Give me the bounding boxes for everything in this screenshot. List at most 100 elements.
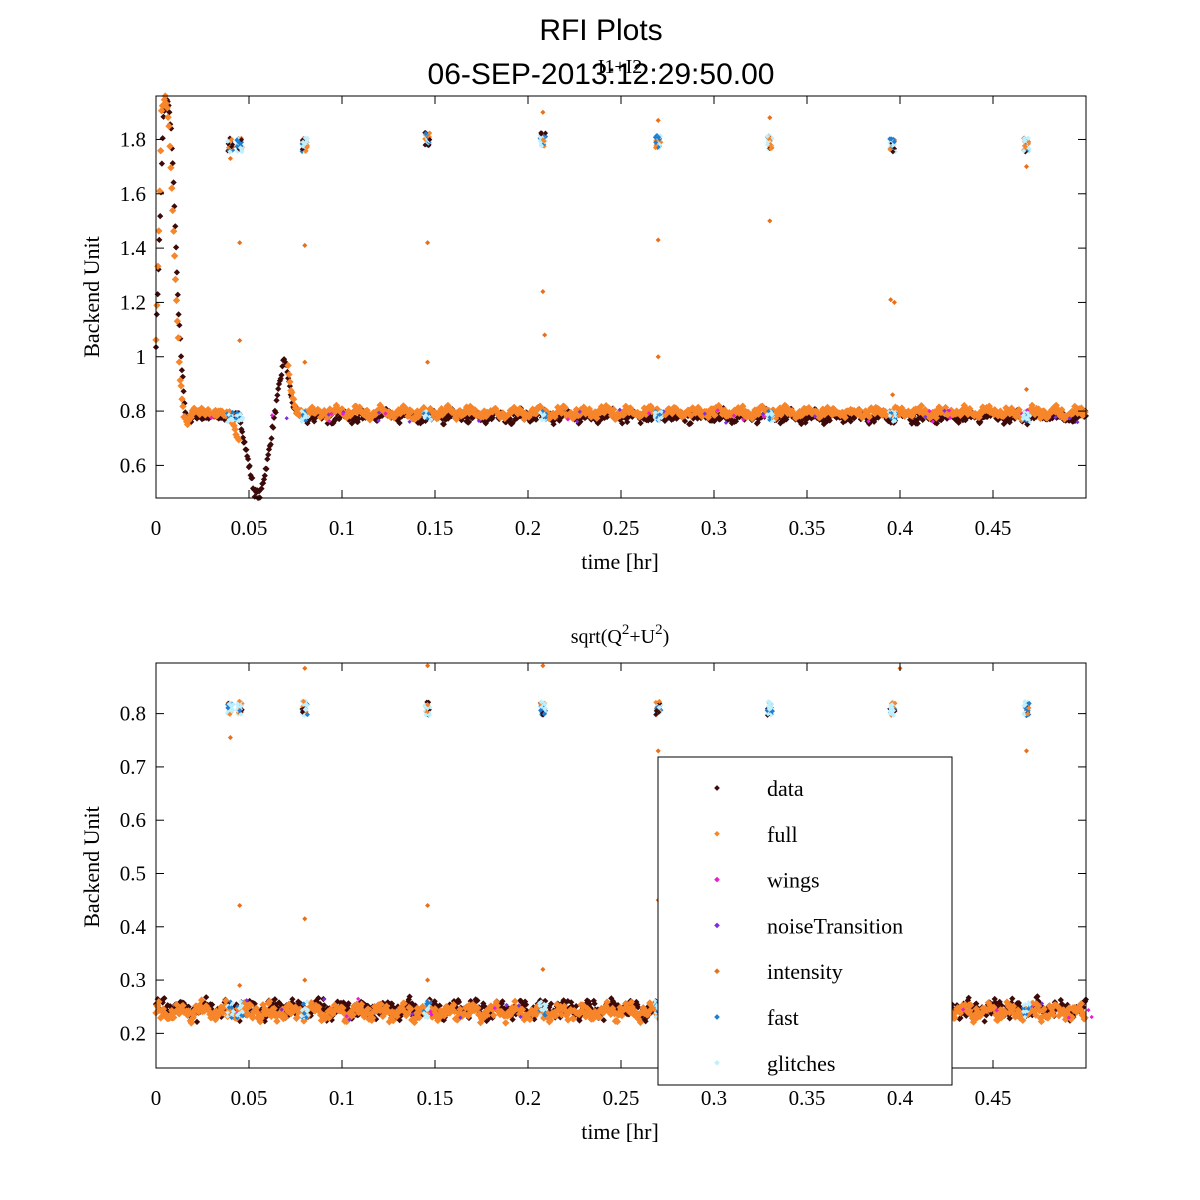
intensity-point [540, 289, 546, 295]
panel1-ytick-label: 1.8 [120, 127, 146, 151]
panel2-title-sup1: 2 [622, 622, 630, 638]
full-point [170, 227, 178, 235]
data-point [159, 135, 166, 142]
panel2-points [152, 663, 1094, 1028]
intensity-point [655, 354, 661, 360]
full-point [273, 1017, 281, 1025]
data-point [465, 418, 473, 425]
panel1-xtick-label: 0.15 [417, 516, 454, 540]
intensity-point [540, 109, 546, 115]
panel1-ytick-label: 0.8 [120, 399, 146, 423]
data-point [174, 291, 181, 298]
panel1-axes-box [155, 95, 1087, 499]
data-point [263, 465, 270, 473]
data-point [264, 455, 271, 463]
intensity-point [227, 155, 233, 162]
data-point [173, 269, 181, 276]
panel1-ytick-label: 1.6 [120, 182, 146, 206]
data-point [243, 446, 250, 453]
figure-subtitle: 06-SEP-2013:12:29:50.00 [428, 58, 775, 91]
panel1-xtick-label: 0.1 [329, 516, 355, 540]
wings-point [1089, 1014, 1094, 1020]
full-point [168, 184, 176, 192]
intensity-point [302, 359, 308, 365]
panel2-title-part1: sqrt(Q [571, 626, 623, 648]
panel1-xtick-label: 0.25 [603, 516, 640, 540]
intensity-point [655, 237, 661, 243]
data-point [244, 455, 252, 463]
panel2-title: sqrt(Q2+U2) [571, 622, 670, 648]
data-point [160, 113, 167, 120]
data-point [268, 435, 275, 442]
data-point [258, 485, 265, 492]
intensity-point [891, 299, 897, 305]
panel1-xtick-label: 0 [151, 516, 162, 540]
panel1-xtick-label: 0.3 [701, 516, 727, 540]
data-point [687, 420, 694, 427]
panel2-title-part2: +U [629, 626, 655, 648]
full-point [170, 252, 179, 260]
panel2-title-sup2: 2 [655, 622, 663, 638]
data-point [981, 1018, 988, 1025]
full-point [502, 1019, 510, 1027]
panel1-ytick-label: 1.4 [120, 236, 147, 260]
panel1-xtick-label: 0.35 [789, 516, 826, 540]
wings-point [1086, 1007, 1091, 1013]
intensity-point [890, 392, 896, 398]
data-point [166, 109, 173, 116]
intensity-point [425, 240, 431, 246]
data-point [177, 353, 185, 360]
panel1-xtick-label: 0.4 [887, 516, 914, 540]
full-point [157, 147, 165, 155]
full-point [172, 296, 181, 305]
intensity-point [767, 115, 773, 121]
data-point [172, 244, 180, 251]
full-point [171, 275, 180, 284]
panel1-ytick-label: 1 [136, 345, 147, 369]
figure-title: RFI Plots [539, 14, 662, 47]
panel1-xtick-label: 0.45 [975, 516, 1012, 540]
data-point [396, 419, 403, 427]
data-point [170, 179, 177, 186]
panel1-points [152, 92, 1090, 502]
intensity-point [655, 117, 661, 123]
data-point [180, 388, 187, 395]
panel1-ytick-label: 1.2 [120, 290, 146, 314]
data-point [265, 451, 272, 458]
panel-intensity: I1+I2 0 0.05 0.1 0.15 0.2 0.25 0.3 0.35 0.4 0.450… [79, 56, 1090, 574]
full-point [511, 997, 519, 1006]
panel1-xtick-label: 0.05 [231, 516, 268, 540]
full-point [164, 113, 172, 121]
intensity-point [888, 297, 894, 303]
intensity-point [1023, 386, 1030, 392]
data-point [272, 409, 279, 416]
noise-transition-point [284, 416, 289, 421]
intensity-point [237, 337, 243, 344]
intensity-point [542, 332, 548, 338]
intensity-point [1023, 164, 1030, 170]
panel1-xlabel: time [hr] [581, 549, 659, 574]
data-point [274, 392, 281, 399]
panel1-ylabel: Backend Unit [79, 236, 104, 358]
data-point [178, 367, 186, 374]
data-point [267, 441, 274, 448]
panel1-xtick-label: 0.2 [515, 516, 541, 540]
data-point [158, 160, 166, 167]
data-point [153, 311, 160, 318]
data-point [278, 371, 285, 379]
full-point [175, 358, 183, 366]
intensity-point [767, 218, 773, 224]
data-point [270, 424, 277, 431]
data-point [156, 236, 163, 244]
data-point [440, 421, 448, 428]
data-point [175, 311, 182, 318]
data-point [273, 397, 280, 404]
panel1-ytick-label: 0.6 [120, 453, 146, 477]
intensity-point [425, 359, 431, 365]
intensity-point [302, 242, 308, 248]
data-point [261, 472, 268, 479]
data-point [355, 415, 362, 423]
data-point [157, 212, 164, 220]
data-point [275, 385, 282, 393]
